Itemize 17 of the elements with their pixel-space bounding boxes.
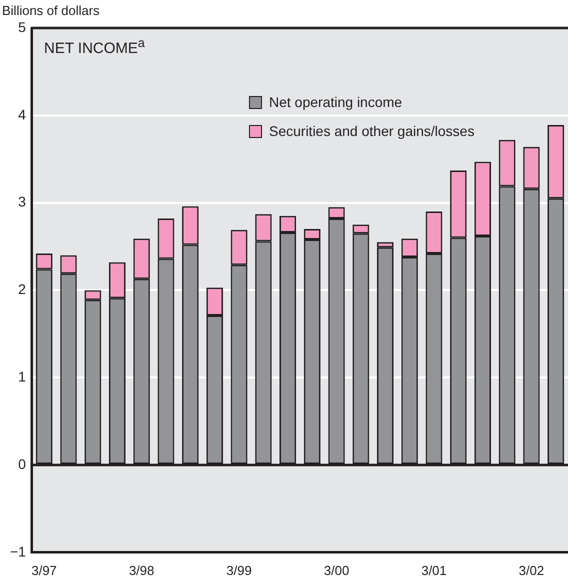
y-tick-label: 0 <box>18 456 26 472</box>
x-tick-label: 3/02 <box>518 562 544 578</box>
legend-label: Securities and other gains/losses <box>269 122 474 141</box>
y-tick-label: 5 <box>18 18 26 35</box>
text: NET INCOME$^{a}$ <box>44 36 145 57</box>
y-tick-label: 1 <box>18 368 26 384</box>
x-tick-label: 3/01 <box>421 562 447 578</box>
y-tick-label: −1 <box>10 543 26 560</box>
y-tick-label: 2 <box>18 281 26 298</box>
x-tick-label: 3/99 <box>226 562 252 578</box>
y-axis-title: Billions of dollars <box>2 3 100 18</box>
x-tick-label: 3/98 <box>128 562 154 578</box>
y-tick-label: 3 <box>18 194 26 210</box>
x-tick-label: 3/97 <box>31 562 57 578</box>
legend-label: Net operating income <box>269 93 402 112</box>
x-tick-label: 3/00 <box>324 562 350 578</box>
y-tick-label: 4 <box>18 106 26 122</box>
